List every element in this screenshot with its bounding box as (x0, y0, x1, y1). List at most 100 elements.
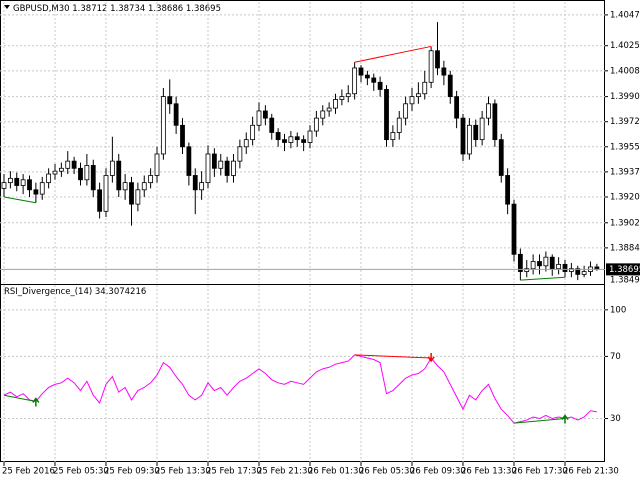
candle-body (1, 182, 7, 189)
candle-body (135, 189, 141, 205)
candle-body (549, 256, 555, 270)
x-tick-label: 25 Feb 21:30 (257, 467, 313, 477)
candle-body (109, 160, 115, 176)
candle-body (339, 96, 345, 100)
low: 1.38686 (148, 4, 183, 14)
candle-body (511, 203, 517, 255)
candle-body (199, 182, 205, 191)
x-tick-label: 25 Feb 17:30 (206, 467, 262, 477)
candle-body (39, 182, 45, 195)
candle-body (192, 175, 198, 191)
candle-body (537, 261, 542, 267)
candle-body (294, 136, 300, 141)
candle-body (129, 182, 134, 205)
candle-body (224, 160, 230, 176)
candle-body (390, 132, 396, 141)
candle-body (307, 130, 313, 143)
menu-triangle[interactable] (4, 5, 10, 9)
candle-body (403, 103, 409, 119)
chart-header: GBPUSD,M30 1.38712 1.38734 1.38686 1.386… (13, 4, 221, 14)
candle-body (218, 160, 224, 169)
candle-body (454, 96, 460, 119)
x-tick-label: 26 Feb 21:30 (563, 467, 619, 477)
candle-body (65, 160, 71, 169)
candle-body (46, 173, 52, 184)
x-tick-label: 25 Feb 13:30 (155, 467, 211, 477)
candle-body (428, 50, 434, 83)
candle-body (422, 81, 428, 95)
candle-body (237, 146, 243, 162)
candle-body (116, 160, 122, 191)
last-price-box (606, 263, 640, 276)
symbol: GBPUSD,M30 (13, 4, 70, 14)
candle-body (269, 117, 275, 133)
candle-body (262, 110, 268, 119)
bullish-arrow (32, 397, 40, 407)
candle-body (562, 263, 568, 272)
candle-body (377, 81, 383, 90)
close: 1.38695 (186, 4, 221, 14)
candle-body (78, 167, 83, 181)
candle-body (447, 74, 453, 98)
candle-body (160, 96, 166, 155)
candle-body (103, 175, 109, 212)
candle-body (301, 139, 307, 143)
bullish-divergence (3, 196, 36, 204)
candle-body (122, 182, 128, 191)
candle-body (575, 268, 581, 275)
candle-body (148, 175, 154, 184)
y-tick-label: 1.39900 (610, 92, 640, 102)
bearish-divergence (354, 354, 432, 359)
candle-body (288, 136, 294, 143)
indicator-header: RSI_Divergence_(14) 34.3074216 (4, 287, 146, 297)
x-tick-label: 26 Feb 05:30 (359, 467, 415, 477)
candle-body (243, 139, 249, 148)
candle-body (231, 160, 236, 176)
candle-body (473, 124, 479, 141)
y-tick-label: 1.39200 (610, 192, 640, 202)
candle-body (58, 167, 64, 172)
x-tick-label: 25 Feb 09:30 (104, 467, 160, 477)
bullish-divergence (3, 394, 36, 402)
bearish-divergence (354, 45, 432, 63)
candle-body (256, 110, 262, 126)
candle-body (409, 96, 415, 105)
candle-body (154, 153, 160, 176)
candle-body (371, 77, 377, 83)
candle-body (492, 103, 498, 141)
candle-body (141, 182, 147, 191)
candle-body (7, 177, 13, 184)
candle-body (97, 189, 103, 212)
candle-body (320, 110, 326, 119)
candle-body (173, 103, 179, 126)
candle-body (84, 165, 90, 181)
bullish-divergence (520, 276, 566, 281)
candle-body (275, 132, 281, 141)
candle-body (556, 263, 562, 270)
candle-body (543, 256, 549, 267)
candle-body (517, 253, 523, 272)
candle-body (333, 99, 338, 109)
candle-body (415, 93, 421, 98)
bullish-divergence (513, 418, 566, 424)
candle-body (479, 117, 485, 141)
candle-body (186, 146, 192, 176)
x-tick-label: 26 Feb 13:30 (461, 467, 517, 477)
min-price-label: 1.38495 (610, 276, 640, 286)
y-tick-label: 1.40470 (610, 10, 640, 20)
candle-body (27, 179, 32, 191)
candle-body (205, 153, 211, 184)
candle-body (581, 271, 587, 275)
last-price-label: 1.38695 (609, 265, 640, 275)
candle-body (524, 268, 530, 272)
candle-body (14, 177, 20, 186)
candle-body (180, 124, 185, 148)
candle-body (345, 93, 351, 98)
y-tick-label: 1.39725 (610, 117, 640, 127)
indicator-value: 34.3074216 (95, 287, 146, 297)
candle-body (313, 117, 319, 132)
x-tick-label: 26 Feb 09:30 (410, 467, 466, 477)
candle-body (384, 89, 389, 141)
candle-body (568, 268, 574, 272)
